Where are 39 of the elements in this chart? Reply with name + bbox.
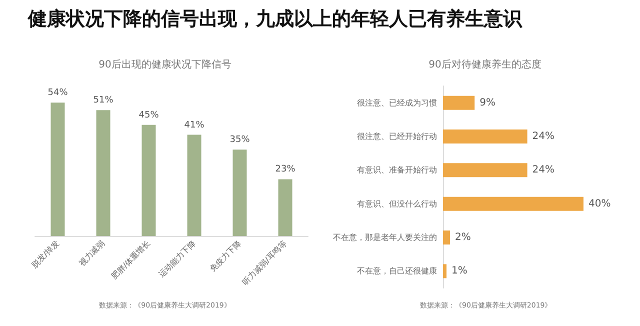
bar: [232, 150, 247, 236]
data-label: 54%: [48, 88, 68, 98]
x-tick-label: 视力减弱: [77, 238, 106, 268]
y-tick-label: 有意识、准备开始行动: [357, 166, 437, 175]
chart-title: 健康状况下降的信号出现，九成以上的年轻人已有养生意识: [28, 7, 522, 32]
x-tick-label: 肥胖/体重增长: [110, 238, 152, 282]
chart-subtitle: 90后出现的健康状况下降信号: [98, 58, 232, 70]
data-label: 24%: [532, 164, 555, 176]
x-tick-label: 免疫力下降: [208, 238, 243, 274]
data-label: 24%: [532, 131, 555, 142]
bar: [443, 96, 475, 110]
bar: [443, 130, 528, 144]
data-label: 2%: [455, 232, 471, 243]
bar: [278, 179, 292, 236]
bar: [96, 110, 110, 236]
x-tick-label: 听力减弱/耳鸣等: [240, 238, 288, 287]
y-tick-label: 很注意、已经成为习惯: [357, 98, 437, 108]
data-label: 41%: [184, 120, 205, 130]
y-tick-label: 很注意、已经开始行动: [357, 132, 437, 141]
bar: [443, 264, 447, 278]
bar: [50, 102, 65, 236]
bar: [142, 124, 156, 236]
x-tick-label: 脱发/掉发: [30, 238, 61, 270]
x-tick-label: 运动能力下降: [157, 238, 198, 280]
bar: [443, 196, 584, 211]
y-tick-label: 有意识、但没什么行动: [357, 199, 437, 208]
bar: [443, 230, 450, 244]
data-label: 1%: [452, 266, 468, 277]
y-tick-label: 不在意，自己还很健康: [357, 266, 437, 276]
chart-title: 90后对待健康养生的态度: [428, 58, 542, 70]
data-label: 23%: [275, 164, 296, 175]
data-label: 9%: [480, 97, 496, 108]
y-tick-label: 不在意，那是老年人要关注的: [333, 233, 437, 242]
data-label: 45%: [138, 110, 160, 120]
data-label: 40%: [588, 198, 611, 210]
bar: [443, 163, 528, 178]
data-label: 35%: [230, 135, 250, 146]
bar: [187, 134, 202, 236]
data-label: 51%: [93, 96, 114, 106]
